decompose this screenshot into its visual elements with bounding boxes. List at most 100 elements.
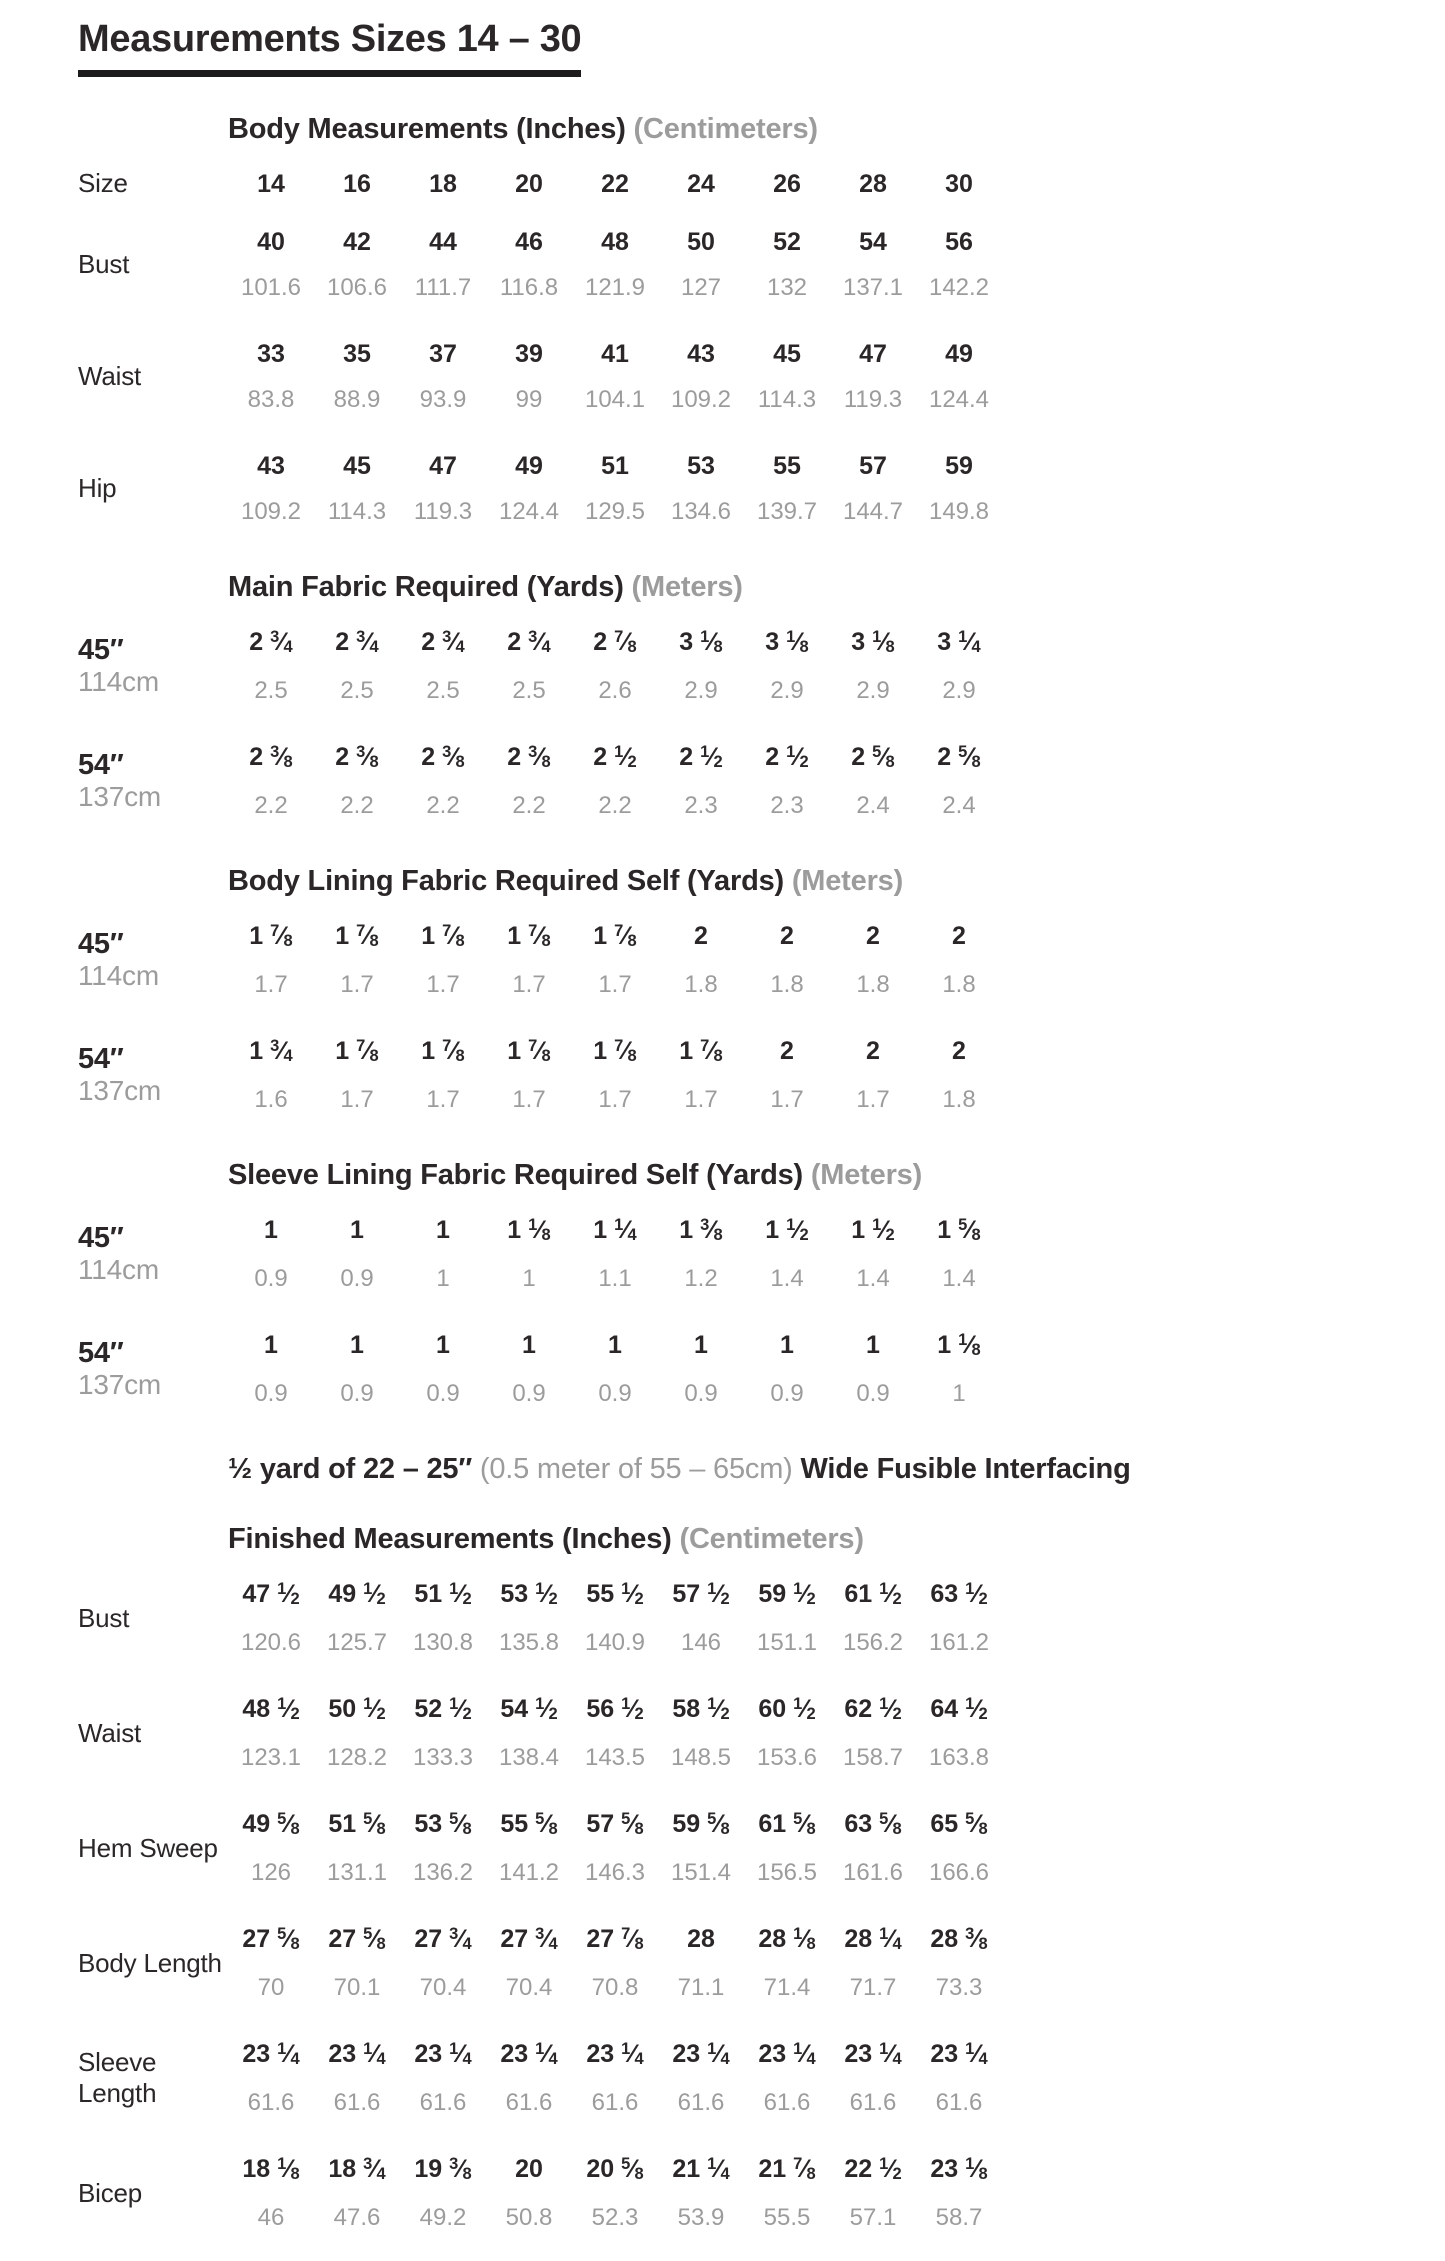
cm-cell: 73.3 — [935, 1973, 983, 2001]
cm-cell: 61.6 — [247, 2088, 295, 2116]
row-label-hip: Hip — [78, 473, 117, 504]
meters-cell: 1.2 — [684, 1264, 718, 1292]
inches-cell: 56 1⁄2 — [586, 1694, 644, 1723]
cm-cell: 153.6 — [756, 1743, 818, 1771]
body-lining-45-meters: 1.7 1.7 1.7 1.7 1.7 1.8 1.8 1.8 1.8 — [228, 962, 1002, 1008]
size-row-label: Size — [78, 168, 128, 199]
inches-cell: 45 — [773, 339, 801, 368]
fraction: 1⁄4 — [879, 2039, 902, 2068]
inches-cell: 28 3⁄8 — [930, 1924, 988, 1953]
hem-sweep-cm: 126 131.1 136.2 141.2 146.3 151.4 156.5 161.6 16… — [228, 1850, 1002, 1896]
inches-cell: 56 — [945, 227, 973, 256]
cm-cell: 83.8 — [247, 385, 295, 413]
size-cell: 30 — [945, 169, 973, 198]
fraction: 1⁄2 — [872, 1215, 895, 1244]
inches-cell: 57 — [859, 451, 887, 480]
fraction: 5⁄8 — [363, 1924, 386, 1953]
inches-cell: 57 1⁄2 — [672, 1579, 730, 1608]
meters-cell: 2.2 — [340, 791, 374, 819]
inches-cell: 18 3⁄4 — [328, 2154, 386, 2183]
cm-cell: 57.1 — [849, 2203, 897, 2231]
inches-cell: 23 1⁄4 — [758, 2039, 816, 2068]
fraction: 5⁄8 — [535, 1809, 558, 1838]
meters-cell: 1.8 — [856, 970, 890, 998]
inches-cell: 64 1⁄2 — [930, 1694, 988, 1723]
fraction: 1⁄2 — [363, 1579, 386, 1608]
fraction: 1⁄2 — [700, 742, 723, 771]
meters-cell: 2.3 — [770, 791, 804, 819]
inches-cell: 48 — [601, 227, 629, 256]
fraction: 5⁄8 — [621, 2154, 644, 2183]
fraction: 1⁄2 — [535, 1579, 558, 1608]
cm-cell: 135.8 — [498, 1628, 560, 1656]
main-fabric-heading: Main Fabric Required (Yards) (Meters) — [228, 569, 1415, 605]
bicep-inches: 18 1⁄8 18 3⁄4 19 3⁄8 20 20 5⁄8 21 1⁄4 21 7⁄8 22… — [228, 2146, 1002, 2195]
inches-cell: 54 — [859, 227, 887, 256]
cm-cell: 123.1 — [240, 1743, 302, 1771]
waist-inches: 33 35 37 39 41 43 45 47 49 — [228, 331, 1002, 377]
cm-cell: 61.6 — [419, 2088, 467, 2116]
inches-cell: 27 7⁄8 — [586, 1924, 644, 1953]
yards-cell: 2 — [780, 921, 794, 950]
fabric-width-cm: 137cm — [78, 781, 162, 813]
meters-cell: 2.6 — [598, 676, 632, 704]
cm-cell: 61.6 — [505, 2088, 553, 2116]
cm-cell: 151.1 — [756, 1628, 818, 1656]
cm-cell: 70.4 — [419, 1973, 467, 2001]
fabric-width-inches: 45″ — [78, 1222, 124, 1255]
fraction: 1⁄8 — [958, 1330, 981, 1359]
fraction: 1⁄4 — [707, 2154, 730, 2183]
yards-cell: 1 1⁄2 — [765, 1215, 809, 1244]
cm-cell: 61.6 — [935, 2088, 983, 2116]
sleeve-lining-54-yards: 1 1 1 1 1 1 1 1 1 1⁄8 — [228, 1322, 1002, 1371]
sleeve-lining-54-meters: 0.9 0.9 0.9 0.9 0.9 0.9 0.9 0.9 1 — [228, 1371, 1002, 1417]
inches-cell: 23 1⁄4 — [586, 2039, 644, 2068]
fraction: 1⁄2 — [707, 1579, 730, 1608]
yards-cell: 1 7⁄8 — [421, 1036, 465, 1065]
finished-measurements-heading-unit: (Centimeters) — [679, 1522, 864, 1555]
fraction: 3⁄4 — [270, 1036, 293, 1065]
yards-cell: 2 — [866, 921, 880, 950]
fraction: 7⁄8 — [270, 921, 293, 950]
interfacing-metric: (0.5 meter of 55 – 65cm) — [479, 1452, 793, 1485]
finished-measurements-heading-main: Finished Measurements (Inches) — [228, 1522, 672, 1555]
inches-cell: 41 — [601, 339, 629, 368]
fraction: 1⁄2 — [621, 1579, 644, 1608]
inches-cell: 59 5⁄8 — [672, 1809, 730, 1838]
fraction: 1⁄4 — [621, 2039, 644, 2068]
yards-cell: 2 3⁄4 — [507, 627, 551, 656]
cm-cell: 125.7 — [326, 1628, 388, 1656]
inches-cell: 49 1⁄2 — [328, 1579, 386, 1608]
meters-cell: 1.4 — [942, 1264, 976, 1292]
inches-cell: 27 3⁄4 — [500, 1924, 558, 1953]
cm-cell: 70.1 — [333, 1973, 381, 2001]
fraction: 5⁄8 — [449, 1809, 472, 1838]
cm-cell: 61.6 — [333, 2088, 381, 2116]
yards-cell: 2 — [866, 1036, 880, 1065]
yards-cell: 1 7⁄8 — [507, 921, 551, 950]
size-cell: 18 — [429, 169, 457, 198]
meters-cell: 1.7 — [340, 970, 374, 998]
inches-cell: 44 — [429, 227, 457, 256]
cm-cell: 52.3 — [591, 2203, 639, 2231]
inches-cell: 49 — [515, 451, 543, 480]
yards-cell: 3 1⁄4 — [937, 627, 981, 656]
cm-cell: 124.4 — [928, 385, 990, 413]
fraction: 1⁄2 — [879, 1694, 902, 1723]
fraction: 1⁄4 — [793, 2039, 816, 2068]
meters-cell: 2.3 — [684, 791, 718, 819]
inches-cell: 63 5⁄8 — [844, 1809, 902, 1838]
meters-cell: 1 — [522, 1264, 536, 1292]
inches-cell: 20 5⁄8 — [586, 2154, 644, 2183]
fabric-width-cm: 137cm — [78, 1369, 162, 1401]
inches-cell: 23 1⁄4 — [844, 2039, 902, 2068]
interfacing-suffix: Wide Fusible Interfacing — [800, 1452, 1131, 1485]
fraction: 7⁄8 — [793, 2154, 816, 2183]
body-lining-45-yards: 1 7⁄8 1 7⁄8 1 7⁄8 1 7⁄8 1 7⁄8 2 2 2 2 — [228, 913, 1002, 962]
meters-cell: 1.4 — [856, 1264, 890, 1292]
yards-cell: 1 7⁄8 — [593, 1036, 637, 1065]
cm-cell: 163.8 — [928, 1743, 990, 1771]
inches-cell: 21 1⁄4 — [672, 2154, 730, 2183]
body-lining-54-yards: 1 3⁄4 1 7⁄8 1 7⁄8 1 7⁄8 1 7⁄8 1 7⁄8 2 2 2 — [228, 1028, 1002, 1077]
